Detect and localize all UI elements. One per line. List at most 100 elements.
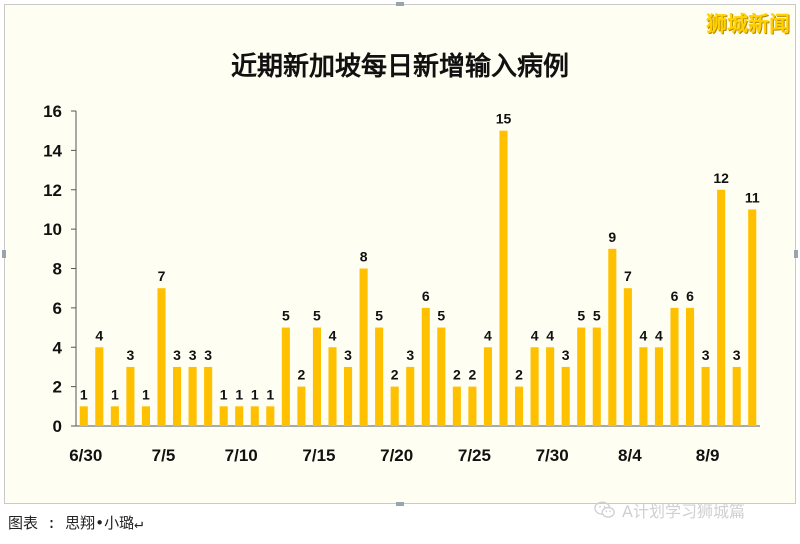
- y-tick-label: 2: [53, 378, 62, 397]
- bar: [188, 366, 197, 426]
- bar: [483, 347, 492, 426]
- bar-value-label: 7: [158, 268, 166, 284]
- bar: [328, 347, 337, 426]
- bar-value-label: 1: [266, 386, 274, 402]
- bar: [530, 347, 539, 426]
- bar-value-label: 4: [329, 327, 337, 343]
- bar: [375, 327, 384, 426]
- bar-value-label: 3: [127, 347, 135, 363]
- bar: [499, 130, 508, 426]
- bar: [406, 366, 415, 426]
- bar-value-label: 3: [562, 347, 570, 363]
- y-tick-label: 10: [43, 220, 62, 239]
- bar-value-label: 4: [95, 327, 103, 343]
- y-tick-label: 6: [53, 299, 62, 318]
- bar: [312, 327, 321, 426]
- bar-value-label: 6: [671, 288, 679, 304]
- bar-value-label: 6: [422, 288, 430, 304]
- bar: [561, 366, 570, 426]
- bar: [390, 386, 399, 426]
- y-tick-label: 12: [43, 181, 62, 200]
- resize-handle-top[interactable]: [396, 2, 404, 6]
- bar-value-label: 1: [80, 386, 88, 402]
- x-tick-label: 7/15: [302, 446, 335, 465]
- bar-value-label: 3: [204, 347, 212, 363]
- bar: [686, 307, 695, 426]
- bar-value-label: 2: [469, 367, 477, 383]
- bar: [623, 288, 632, 426]
- bar: [126, 366, 135, 426]
- bar: [546, 347, 555, 426]
- bar: [515, 386, 524, 426]
- x-tick-label: 8/4: [618, 446, 642, 465]
- bar-value-label: 5: [577, 308, 585, 324]
- bar-value-label: 1: [142, 386, 150, 402]
- bar: [639, 347, 648, 426]
- y-tick-label: 8: [53, 260, 62, 279]
- bar-value-label: 8: [360, 249, 368, 265]
- resize-handle-left[interactable]: [2, 250, 6, 258]
- bar-value-label: 1: [111, 386, 119, 402]
- bar: [141, 406, 150, 426]
- bar: [592, 327, 601, 426]
- bar-value-label: 15: [496, 111, 512, 127]
- chart-frame: [4, 4, 796, 504]
- bar-value-label: 5: [437, 308, 445, 324]
- bar: [732, 366, 741, 426]
- bar-value-label: 5: [313, 308, 321, 324]
- bar: [250, 406, 259, 426]
- resize-handle-right[interactable]: [794, 250, 798, 258]
- chart-title: 近期新加坡每日新增输入病例: [230, 52, 569, 82]
- bar-value-label: 12: [713, 170, 729, 186]
- bar: [344, 366, 353, 426]
- bar-value-label: 5: [375, 308, 383, 324]
- bar-value-label: 1: [235, 386, 243, 402]
- bar-value-label: 9: [608, 229, 616, 245]
- bar-value-label: 2: [391, 367, 399, 383]
- bar: [577, 327, 586, 426]
- wechat-icon: [594, 501, 615, 518]
- bar-value-label: 7: [624, 268, 632, 284]
- bar: [654, 347, 663, 426]
- bar-value-label: 1: [220, 386, 228, 402]
- x-tick-label: 6/30: [69, 446, 102, 465]
- bar: [157, 288, 166, 426]
- x-tick-label: 7/30: [536, 446, 569, 465]
- bar-value-label: 5: [282, 308, 290, 324]
- resize-handle-bottom[interactable]: [396, 502, 404, 506]
- bar: [219, 406, 228, 426]
- bar: [701, 366, 710, 426]
- y-tick-label: 14: [43, 141, 62, 160]
- bar-value-label: 5: [593, 308, 601, 324]
- bar-value-label: 1: [251, 386, 259, 402]
- bar-value-label: 3: [733, 347, 741, 363]
- y-tick-label: 4: [53, 338, 63, 357]
- bar-value-label: 11: [745, 189, 760, 205]
- bar-value-label: 4: [484, 327, 492, 343]
- x-tick-label: 8/9: [696, 446, 720, 465]
- bar-value-label: 2: [298, 367, 306, 383]
- x-tick-label: 7/10: [225, 446, 258, 465]
- bar: [717, 189, 726, 426]
- bar: [608, 248, 617, 426]
- bar: [437, 327, 446, 426]
- x-tick-label: 7/5: [152, 446, 176, 465]
- bar: [748, 209, 757, 426]
- bar-value-label: 4: [546, 327, 554, 343]
- bar-value-label: 3: [702, 347, 710, 363]
- bar-value-label: 3: [406, 347, 414, 363]
- figure-caption: 图表 : 思翔•小璐↵: [8, 514, 144, 532]
- y-tick-label: 0: [53, 417, 62, 436]
- brand-watermark: 狮城新闻: [706, 12, 790, 36]
- bar-value-label: 3: [344, 347, 352, 363]
- y-tick-label: 16: [43, 102, 62, 121]
- bar-value-label: 4: [531, 327, 539, 343]
- bar-value-label: 4: [640, 327, 648, 343]
- wechat-source: A计划学习狮城篇: [594, 498, 745, 522]
- bar: [670, 307, 679, 426]
- bar: [173, 366, 182, 426]
- x-tick-label: 7/20: [380, 446, 413, 465]
- wechat-source-label: A计划学习狮城篇: [622, 502, 745, 521]
- bar-value-label: 3: [189, 347, 197, 363]
- bar-value-label: 2: [515, 367, 523, 383]
